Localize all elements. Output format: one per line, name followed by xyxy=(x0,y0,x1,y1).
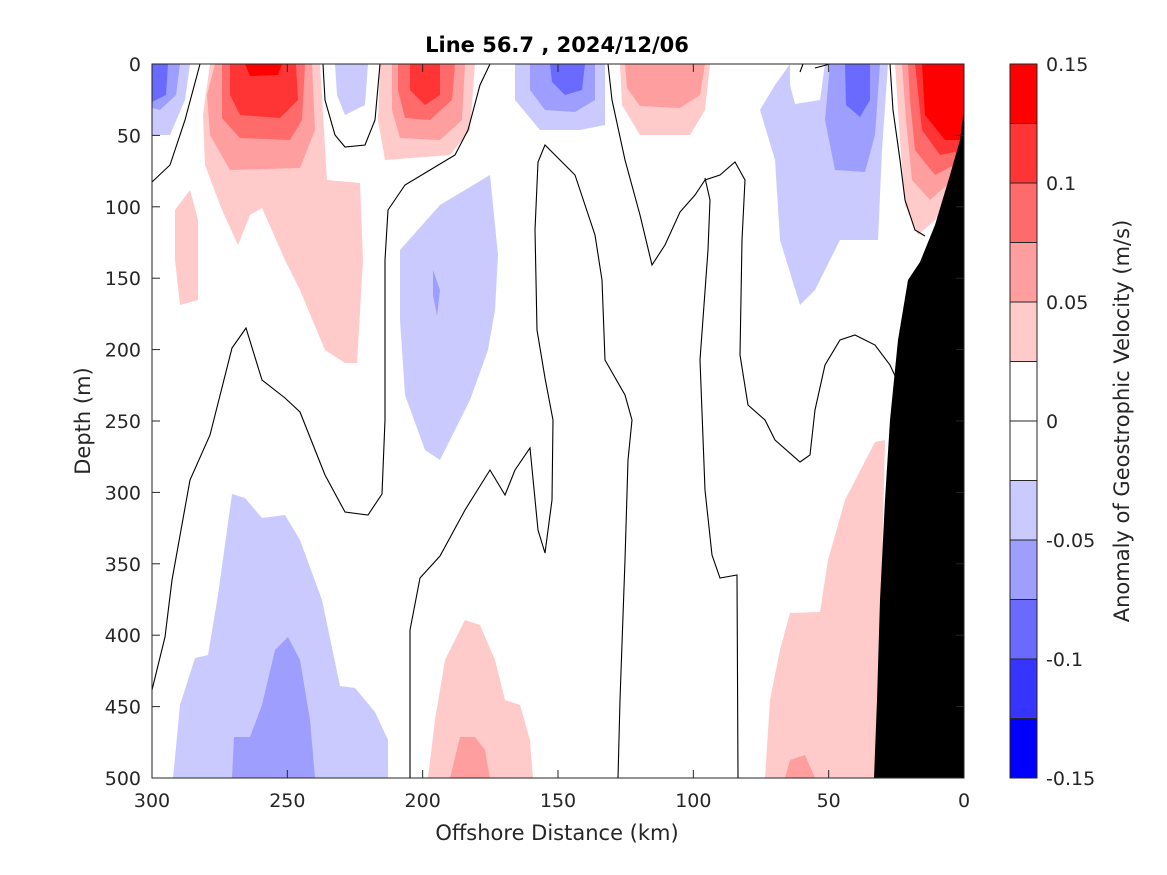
y-axis-label: Depth (m) xyxy=(71,367,95,474)
pos-anomaly-deep-180km-l2 xyxy=(450,737,490,778)
pos-anomaly-260km-core xyxy=(245,64,282,76)
neg-anomaly-225km xyxy=(335,64,368,115)
zero-contour-8 xyxy=(889,63,926,237)
y-tick-label: 100 xyxy=(105,197,141,219)
y-tick-label: 150 xyxy=(105,268,141,290)
colorbar-tick-label: 0.1 xyxy=(1046,173,1076,195)
colorbar-tick-label: 0.05 xyxy=(1046,292,1088,314)
y-tick-label: 250 xyxy=(105,411,141,433)
y-axis: 0 50 100 150 200 250 300 350 400 450 500 xyxy=(105,54,964,790)
pos-anomaly-deep-55km xyxy=(765,440,885,778)
zero-contour-lines xyxy=(151,63,926,779)
x-tick-label: 0 xyxy=(958,790,970,812)
pos-anomaly-deep-55km-l2 xyxy=(785,755,815,778)
y-tick-label: 300 xyxy=(105,482,141,504)
pos-anomaly-195km-core xyxy=(410,64,440,105)
colorbar-swatch xyxy=(1010,421,1037,481)
colorbar-swatch xyxy=(1010,183,1037,243)
y-tick-label: 350 xyxy=(105,554,141,576)
contour-fills xyxy=(152,64,964,778)
y-tick-label: 450 xyxy=(105,697,141,719)
y-tick-label: 500 xyxy=(105,768,141,790)
colorbar-swatch xyxy=(1010,64,1037,124)
colorbar-tick-label: 0 xyxy=(1046,411,1058,433)
zero-contour-2 xyxy=(151,63,491,691)
neg-anomaly-185km-core xyxy=(433,270,440,316)
x-axis: 300 250 200 150 100 50 0 xyxy=(134,64,970,812)
x-tick-label: 150 xyxy=(540,790,576,812)
zero-contour-1 xyxy=(151,63,201,183)
colorbar-tick-label: -0.1 xyxy=(1046,649,1083,671)
chart-title: Line 56.7 , 2024/12/06 xyxy=(425,33,689,57)
colorbar-swatch xyxy=(1010,659,1037,719)
x-tick-label: 200 xyxy=(405,790,441,812)
pos-anomaly-115km-l2 xyxy=(625,64,705,108)
colorbar-swatch xyxy=(1010,480,1037,541)
neg-anomaly-185km xyxy=(400,175,498,460)
bathymetry-seafloor xyxy=(874,108,964,778)
colorbar-tick-label: 0.15 xyxy=(1046,54,1088,76)
colorbar-swatch xyxy=(1010,123,1037,184)
pos-anomaly-coast-core xyxy=(922,64,964,140)
colorbar-tick-label: -0.15 xyxy=(1046,768,1095,790)
zero-contour-4 xyxy=(409,144,633,779)
y-tick-label: 0 xyxy=(129,54,141,76)
neg-anomaly-40km-l3 xyxy=(845,64,870,117)
colorbar-tick-label: -0.05 xyxy=(1046,530,1095,552)
plot-area xyxy=(151,63,965,779)
pos-anomaly-260km-l4 xyxy=(230,64,298,118)
zero-contour-7 xyxy=(799,63,831,73)
pos-anomaly-280km xyxy=(175,190,198,305)
colorbar-swatch xyxy=(1010,540,1037,600)
colorbar-label: Anomaly of Geostrophic Velocity (m/s) xyxy=(1110,220,1134,623)
colorbar-swatch xyxy=(1010,599,1037,660)
pos-anomaly-deep-180km xyxy=(428,620,533,778)
x-tick-label: 250 xyxy=(269,790,305,812)
colorbar-swatch xyxy=(1010,242,1037,303)
y-tick-label: 400 xyxy=(105,625,141,647)
neg-anomaly-deep-250km-l2 xyxy=(232,637,315,778)
x-tick-label: 50 xyxy=(817,790,841,812)
colorbar-swatch xyxy=(1010,361,1037,422)
zero-contour-3 xyxy=(322,63,381,148)
neg-anomaly-150km-core xyxy=(550,64,585,95)
zero-gap-55km xyxy=(790,64,825,104)
zero-contour-6 xyxy=(699,177,739,779)
x-tick-label: 100 xyxy=(675,790,711,812)
zero-contour-5 xyxy=(607,63,897,463)
y-tick-label: 200 xyxy=(105,340,141,362)
colorbar-swatch xyxy=(1010,718,1037,779)
x-axis-label: Offshore Distance (km) xyxy=(435,821,678,845)
neg-anomaly-300km-l3 xyxy=(152,64,168,102)
colorbar: 0.15 0.1 0.05 0 -0.05 -0.1 -0.15 xyxy=(1009,54,1095,790)
y-tick-label: 50 xyxy=(117,125,141,147)
x-tick-label: 300 xyxy=(134,790,170,812)
neg-anomaly-deep-250km xyxy=(173,494,388,778)
colorbar-swatch xyxy=(1010,302,1037,362)
